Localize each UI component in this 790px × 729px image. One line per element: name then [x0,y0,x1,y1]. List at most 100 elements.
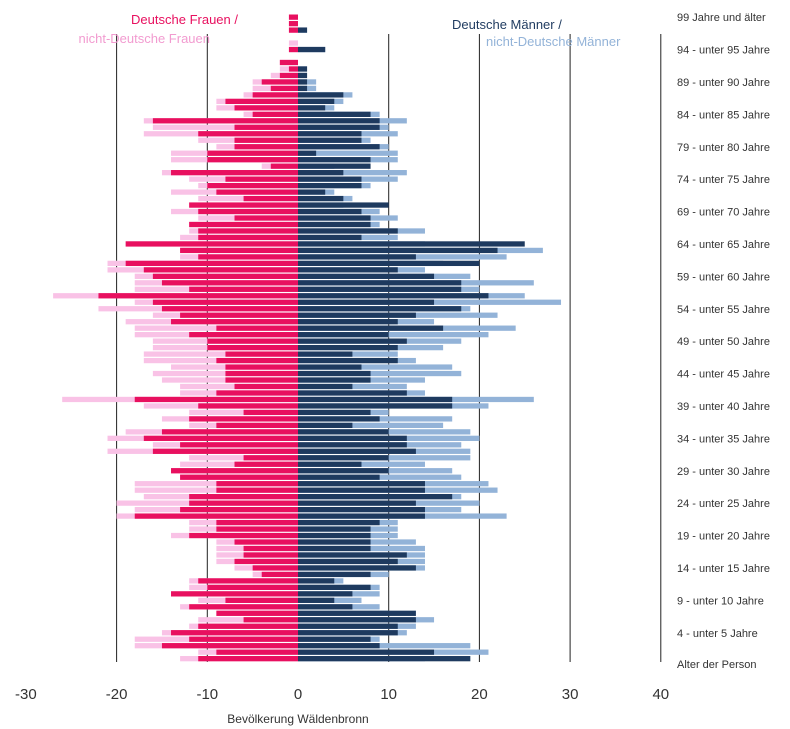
bar-right-series2-age-57 [298,287,461,292]
bar-right-series2-age-42 [298,384,352,389]
bar-left-series0-age-0 [198,656,298,661]
bar-left-series0-age-90 [280,73,298,78]
bar-right-series2-age-0 [298,656,470,661]
bar-right-series2-age-5 [298,624,398,629]
bar-right-series2-age-12 [298,578,334,583]
x-tick-30: 30 [562,686,579,703]
bar-left-series0-age-20 [216,526,298,531]
bar-right-series2-age-46 [298,358,398,363]
age-label-79: 79 - unter 80 Jahre [677,142,770,154]
bar-right-series2-age-48 [298,345,398,350]
bar-left-series0-age-66 [198,228,298,233]
bar-left-series0-age-69 [198,209,298,214]
age-label-39: 39 - unter 40 Jahre [677,401,770,413]
bar-right-series2-age-72 [298,189,325,194]
bar-left-series0-age-11 [207,585,298,590]
bar-right-series2-age-45 [298,364,361,369]
bar-left-series0-age-73 [207,183,298,188]
bar-right-series2-age-44 [298,371,371,376]
bar-left-series0-age-10 [171,591,298,596]
x-axis-title: Bevölkerung Wäldenbronn [227,712,368,726]
bar-left-series0-age-34 [144,436,298,441]
bar-left-series0-age-57 [189,287,298,292]
bar-left-series0-age-29 [171,468,298,473]
bar-left-series0-age-94 [289,47,298,52]
bar-left-series0-age-77 [207,157,298,162]
bar-right-series2-age-91 [298,66,307,71]
bar-right-series2-age-50 [298,332,389,337]
bar-right-series2-age-7 [298,611,416,616]
age-label-59: 59 - unter 60 Jahre [677,271,770,283]
bar-left-series0-age-6 [244,617,298,622]
bar-left-series0-age-89 [262,79,298,84]
bar-left-series0-age-40 [135,397,298,402]
bar-right-series2-age-23 [298,507,425,512]
bar-left-series0-age-8 [189,604,298,609]
bar-left-series0-age-49 [207,339,298,344]
age-label-69: 69 - unter 70 Jahre [677,207,770,219]
x-tick-10: 10 [380,686,397,703]
bar-left-series0-age-78 [207,151,298,156]
age-label-14: 14 - unter 15 Jahre [677,563,770,575]
bar-right-series2-age-33 [298,442,407,447]
bar-left-series0-age-83 [153,118,298,123]
bar-right-series2-age-65 [298,235,361,240]
bar-right-series2-age-64 [298,241,525,246]
bar-right-series2-age-78 [298,151,316,156]
bar-right-series2-age-47 [298,351,352,356]
bar-right-series2-age-9 [298,598,334,603]
bar-left-series0-age-58 [162,280,298,285]
bar-right-series2-age-30 [298,462,361,467]
bar-left-series0-age-56 [98,293,298,298]
bar-left-series0-age-30 [235,462,298,467]
bar-right-series2-age-22 [298,513,425,518]
bar-right-series2-age-97 [298,27,307,32]
bar-right-series2-age-10 [298,591,352,596]
bar-left-series0-age-17 [244,546,298,551]
bar-left-series0-age-82 [235,125,298,130]
bar-left-series0-age-1 [216,650,298,655]
bar-right-series2-age-52 [298,319,398,324]
bar-right-series2-age-32 [298,449,416,454]
x-tick--10: -10 [196,686,218,703]
bar-right-series2-age-35 [298,429,389,434]
bar-right-series2-age-76 [298,164,371,169]
legend-deutsche-maenner: Deutsche Männer / [452,17,562,32]
bar-right-series2-age-26 [298,488,425,493]
bar-left-series0-age-91 [289,66,298,71]
bar-left-series0-age-63 [180,248,298,253]
bar-left-series0-age-80 [235,138,298,143]
bar-right-series2-age-79 [298,144,380,149]
age-label-49: 49 - unter 50 Jahre [677,336,770,348]
bar-right-series2-age-66 [298,228,398,233]
bar-left-series0-age-76 [271,164,298,169]
bar-left-series0-age-7 [216,611,298,616]
bar-left-series0-age-47 [225,351,298,356]
age-label-24: 24 - unter 25 Jahre [677,498,770,510]
age-label-99: 99 Jahre und älter [677,12,766,24]
bar-right-series2-age-73 [298,183,361,188]
bar-left-series0-age-99 [289,15,298,20]
bar-left-series0-age-42 [235,384,298,389]
bar-left-series0-age-55 [153,300,298,305]
bar-left-series0-age-3 [189,637,298,642]
age-axis-title: Alter der Person [677,659,756,671]
bar-left-series0-age-31 [244,455,298,460]
age-label-4: 4 - unter 5 Jahre [677,628,758,640]
bar-left-series0-age-33 [180,442,298,447]
bar-left-series0-age-65 [198,235,298,240]
bar-right-series2-age-15 [298,559,398,564]
bar-left-series0-age-26 [216,488,298,493]
bar-left-series0-age-25 [189,494,298,499]
bar-right-series2-age-88 [298,86,307,91]
bar-right-series2-age-25 [298,494,452,499]
bar-right-series2-age-39 [298,403,452,408]
bar-right-series2-age-28 [298,475,380,480]
bar-left-series0-age-67 [189,222,298,227]
bar-right-series2-age-3 [298,637,371,642]
bar-left-series0-age-86 [225,99,298,104]
bar-left-series0-age-46 [216,358,298,363]
bar-left-series0-age-98 [289,21,298,26]
bar-left-series0-age-41 [216,390,298,395]
age-label-19: 19 - unter 20 Jahre [677,531,770,543]
